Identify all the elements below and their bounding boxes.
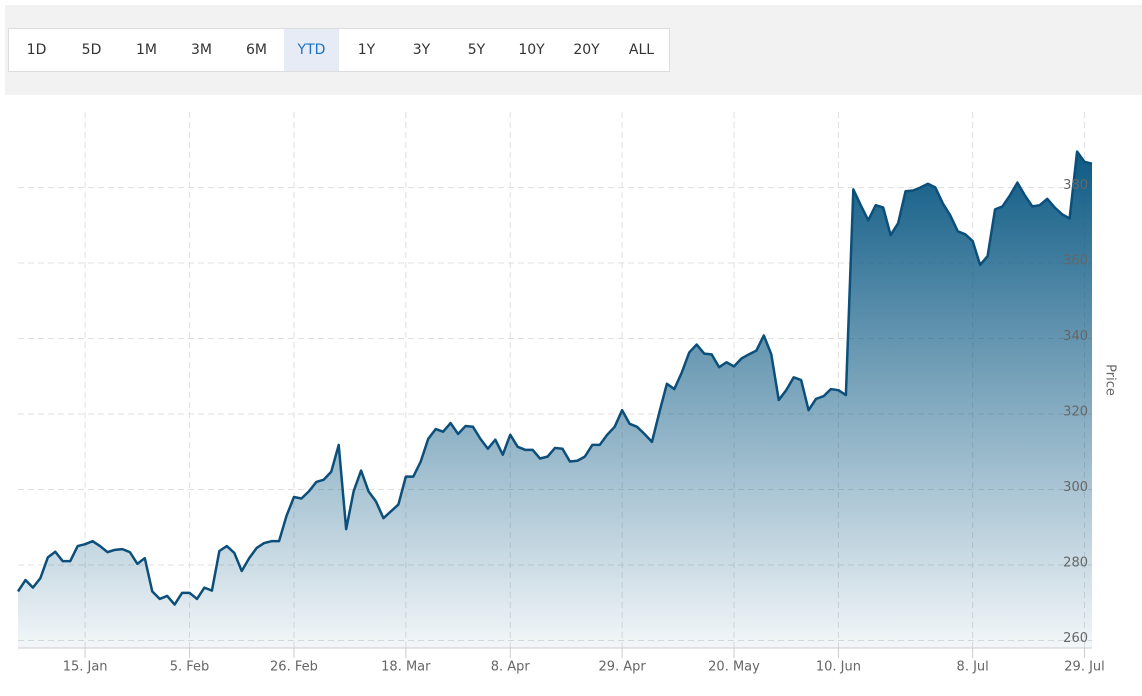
area-fill: [18, 151, 1092, 649]
y-tick-label: 380: [1063, 178, 1088, 193]
y-tick-label: 320: [1063, 404, 1088, 419]
x-tick-label: 29. Jul: [1064, 660, 1105, 675]
range-button[interactable]: 6M: [246, 42, 267, 58]
x-tick-label: 26. Feb: [270, 660, 318, 675]
range-button[interactable]: 5Y: [467, 42, 486, 58]
x-tick-label: 15. Jan: [63, 660, 108, 675]
x-tick-label: 8. Apr: [491, 660, 531, 675]
y-tick-label: 260: [1063, 631, 1088, 646]
range-button[interactable]: 5D: [81, 42, 102, 58]
range-button[interactable]: 3M: [191, 42, 212, 58]
x-tick-label: 5. Feb: [170, 660, 210, 675]
y-tick-label: 280: [1063, 555, 1088, 570]
range-buttons: 1D 5D 1M 3M 6M YTD 1Y 3Y 5Y 10Y 20Y ALL: [8, 28, 670, 72]
range-button[interactable]: ALL: [628, 42, 655, 58]
range-button[interactable]: 20Y: [573, 42, 600, 58]
range-button[interactable]: 3Y: [412, 42, 431, 58]
x-tick-label: 8. Jul: [957, 660, 989, 675]
range-button[interactable]: YTD: [284, 29, 339, 71]
y-axis-title: Price: [1103, 364, 1118, 396]
x-tick-label: 29. Apr: [598, 660, 646, 675]
y-tick-label: 360: [1063, 253, 1088, 268]
range-button[interactable]: 1Y: [357, 42, 376, 58]
range-bar: 1D 5D 1M 3M 6M YTD 1Y 3Y 5Y 10Y 20Y ALL: [5, 5, 1142, 95]
range-button[interactable]: 10Y: [518, 42, 545, 58]
range-button[interactable]: 1M: [136, 42, 157, 58]
y-tick-label: 300: [1063, 480, 1088, 495]
range-button[interactable]: 1D: [26, 42, 47, 58]
y-tick-label: 340: [1063, 329, 1088, 344]
x-tick-label: 18. Mar: [381, 660, 431, 675]
x-tick-label: 10. Jun: [816, 660, 861, 675]
price-line: [16, 150, 1093, 606]
x-tick-label: 20. May: [708, 660, 760, 675]
